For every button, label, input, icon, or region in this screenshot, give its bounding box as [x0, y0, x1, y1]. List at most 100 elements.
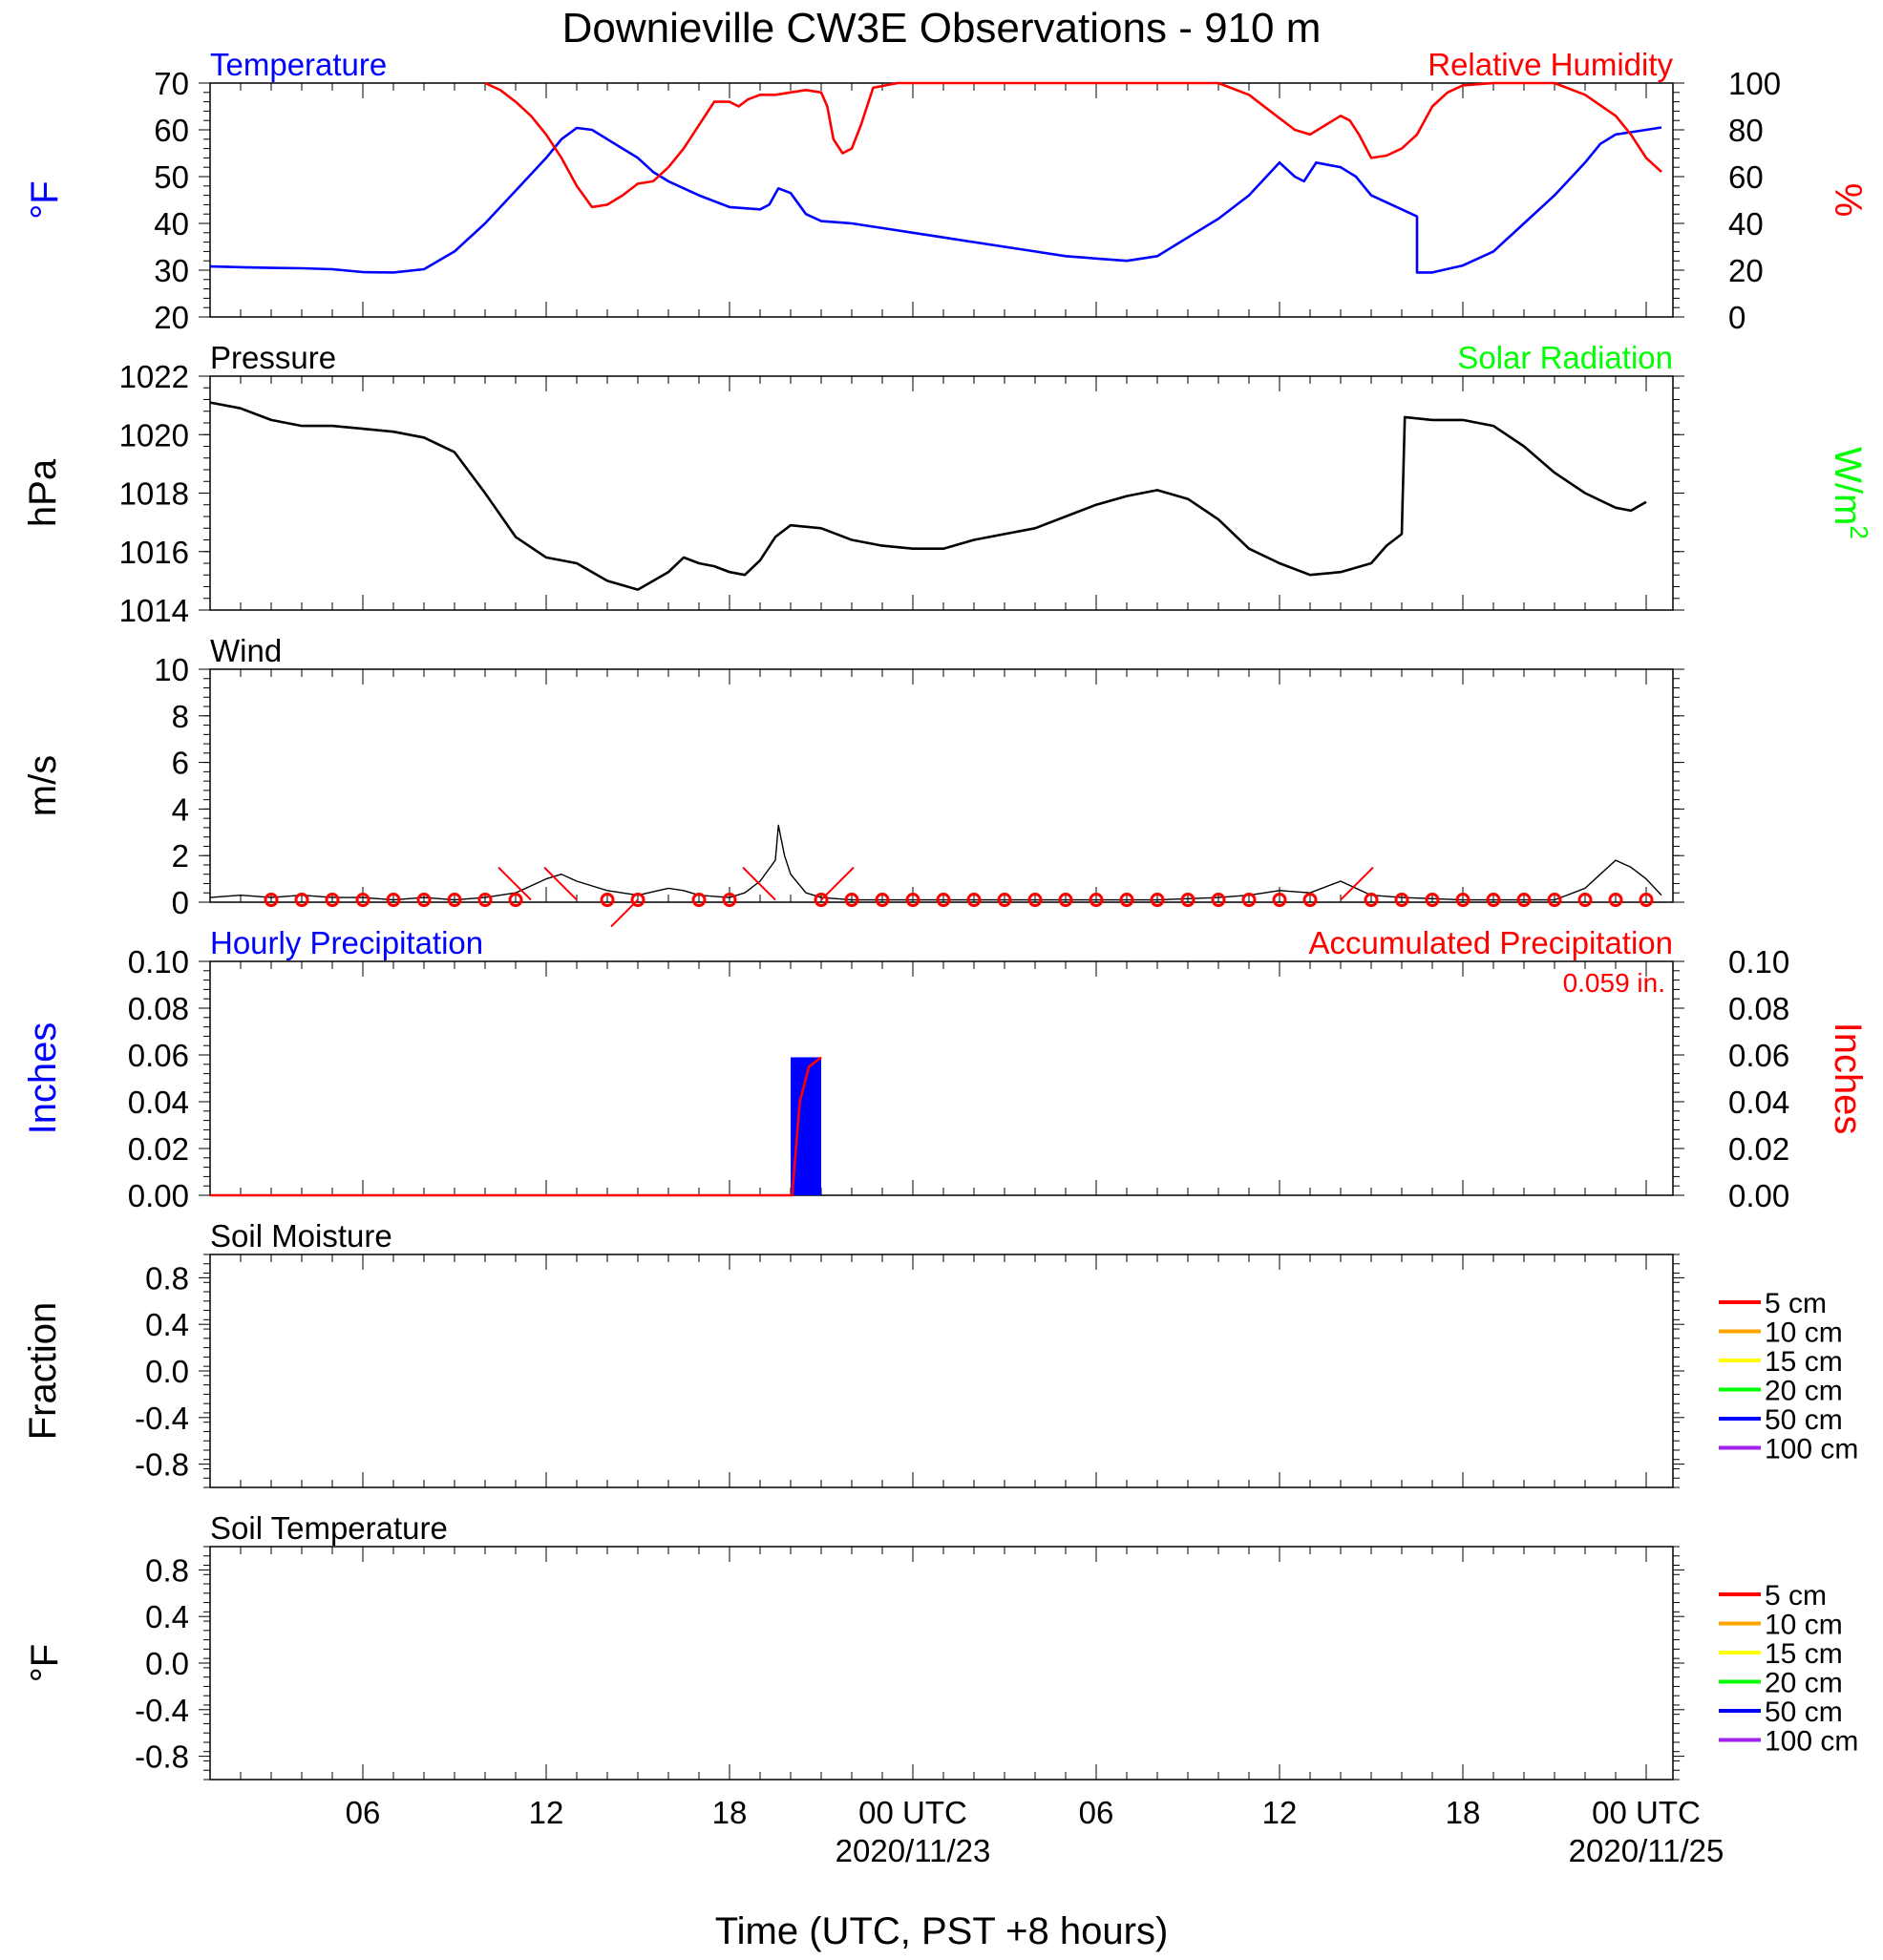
y-tick-label: 10	[154, 652, 189, 687]
calm-wind-circle	[1150, 893, 1165, 908]
y-axis-title-right: %	[1827, 183, 1869, 218]
series-line-temperature	[209, 126, 1662, 274]
y-tick-label: 8	[172, 699, 189, 734]
calm-wind-circle	[1302, 893, 1318, 908]
panel-title-right: Accumulated Precipitation	[1308, 925, 1673, 960]
legend-label: 50 cm	[1765, 1404, 1843, 1436]
calm-wind-circle	[1089, 893, 1104, 908]
calm-wind-circle	[1516, 893, 1532, 908]
y-tick-label: -0.4	[135, 1693, 189, 1728]
x-tick-label: 00 UTC	[1592, 1795, 1701, 1830]
y-tick-label: 0.04	[128, 1085, 189, 1120]
panel-title-left: Temperature	[210, 47, 387, 82]
y-axis-title-right: Inches	[1827, 1022, 1869, 1135]
y-right-tick-label: 40	[1728, 206, 1764, 242]
y-tick-label: 6	[172, 746, 189, 781]
legend-label: 5 cm	[1765, 1580, 1827, 1612]
y-right-tick-label: 0.02	[1728, 1131, 1789, 1167]
accumulated-total-label: 0.059 in.	[1563, 968, 1665, 998]
y-right-tick-label: 0.06	[1728, 1038, 1789, 1073]
calm-wind-circle	[1180, 893, 1195, 908]
y-tick-label: 0.10	[128, 944, 189, 980]
y-axis-title-left: °F	[24, 180, 66, 219]
wind-barb	[497, 866, 532, 901]
legend-label: 15 cm	[1765, 1638, 1843, 1670]
panel-title-left: Soil Moisture	[210, 1218, 392, 1254]
y-right-tick-label: 0.10	[1728, 944, 1789, 980]
x-tick-date-label: 2020/11/23	[836, 1833, 991, 1868]
panel-3: 0.00 0.02 0.04 0.06 0.08 0.10 0.00 0.02 0.04 0.06…	[22, 925, 1869, 1213]
panel-title-left: Hourly Precipitation	[210, 925, 483, 960]
calm-wind-circle	[1119, 893, 1134, 908]
y-tick-label: 0.8	[145, 1260, 189, 1296]
calm-wind-circle	[325, 893, 340, 908]
panel-title-left: Wind	[210, 633, 282, 668]
calm-wind-circle	[691, 893, 707, 908]
calm-wind-circle	[294, 893, 309, 908]
legend-label: 20 cm	[1765, 1668, 1843, 1699]
legend-label: 10 cm	[1765, 1610, 1843, 1641]
calm-wind-circle	[997, 893, 1012, 908]
calm-wind-circle	[722, 893, 737, 908]
series-line-pressure	[209, 401, 1647, 591]
panel-title-left: Pressure	[210, 340, 336, 375]
y-axis-title-left: °F	[24, 1644, 66, 1682]
y-axis-title-right-sup: 2	[1845, 525, 1873, 538]
y-tick-label: 20	[154, 300, 189, 335]
y-tick-label: -0.8	[135, 1739, 189, 1775]
y-tick-label: 0.02	[128, 1131, 189, 1167]
y-right-tick-label: 20	[1728, 253, 1764, 288]
y-tick-label: 0.0	[145, 1646, 189, 1681]
plot-frame	[209, 82, 1674, 318]
calm-wind-circle	[1241, 893, 1257, 908]
legend-label: 100 cm	[1765, 1434, 1858, 1465]
calm-wind-circle	[905, 893, 920, 908]
calm-wind-circle	[875, 893, 890, 908]
y-right-tick-label: 80	[1728, 113, 1764, 148]
y-tick-label: 1016	[119, 535, 189, 570]
y-right-tick-label: 60	[1728, 159, 1764, 195]
calm-wind-circle	[1058, 893, 1073, 908]
calm-wind-circle	[1211, 893, 1226, 908]
calm-wind-circle	[1027, 893, 1043, 908]
wind-barb	[742, 866, 776, 901]
plot-frame	[209, 1546, 1674, 1781]
y-tick-label: -0.4	[135, 1401, 189, 1436]
wind-barb	[543, 866, 578, 901]
y-tick-label: 1018	[119, 476, 189, 512]
calm-wind-circle	[1577, 893, 1593, 908]
legend-label: 20 cm	[1765, 1376, 1843, 1407]
calm-wind-circle	[1272, 893, 1287, 908]
calm-wind-circle	[1547, 893, 1562, 908]
legend-label: 50 cm	[1765, 1697, 1843, 1728]
y-tick-label: 50	[154, 159, 189, 195]
series-line-accumulated-precipitation	[210, 1056, 822, 1197]
calm-wind-circle	[630, 893, 645, 908]
panel-2: 0 2 4 6 8 10 Wind m/s	[22, 633, 1684, 928]
wind-barb	[820, 866, 855, 901]
x-tick-label: 18	[1446, 1795, 1481, 1830]
y-axis-title-right: W/m2	[1827, 447, 1873, 539]
x-tick-label: 12	[1262, 1795, 1298, 1830]
panel-1: 1014 1016 1018 1020 1022 Pressure Solar Radiat…	[22, 340, 1873, 628]
calm-wind-circle	[447, 893, 462, 908]
calm-wind-circle	[416, 893, 432, 908]
calm-wind-circle	[936, 893, 951, 908]
calm-wind-circle	[1394, 893, 1409, 908]
calm-wind-circle	[1639, 893, 1654, 908]
y-tick-label: 0.06	[128, 1038, 189, 1073]
wind-barb	[1340, 866, 1374, 901]
y-axis-title-left: hPa	[22, 458, 64, 527]
calm-wind-circle	[477, 893, 493, 908]
y-tick-label: 70	[154, 66, 189, 101]
y-right-tick-label: 0	[1728, 300, 1745, 335]
x-tick-label: 12	[529, 1795, 564, 1830]
calm-wind-circle	[600, 893, 615, 908]
legend-label: 5 cm	[1765, 1288, 1827, 1319]
y-tick-label: 0	[172, 885, 189, 920]
calm-wind-circle	[386, 893, 401, 908]
calm-wind-circle	[1486, 893, 1501, 908]
calm-wind-circle	[1608, 893, 1623, 908]
